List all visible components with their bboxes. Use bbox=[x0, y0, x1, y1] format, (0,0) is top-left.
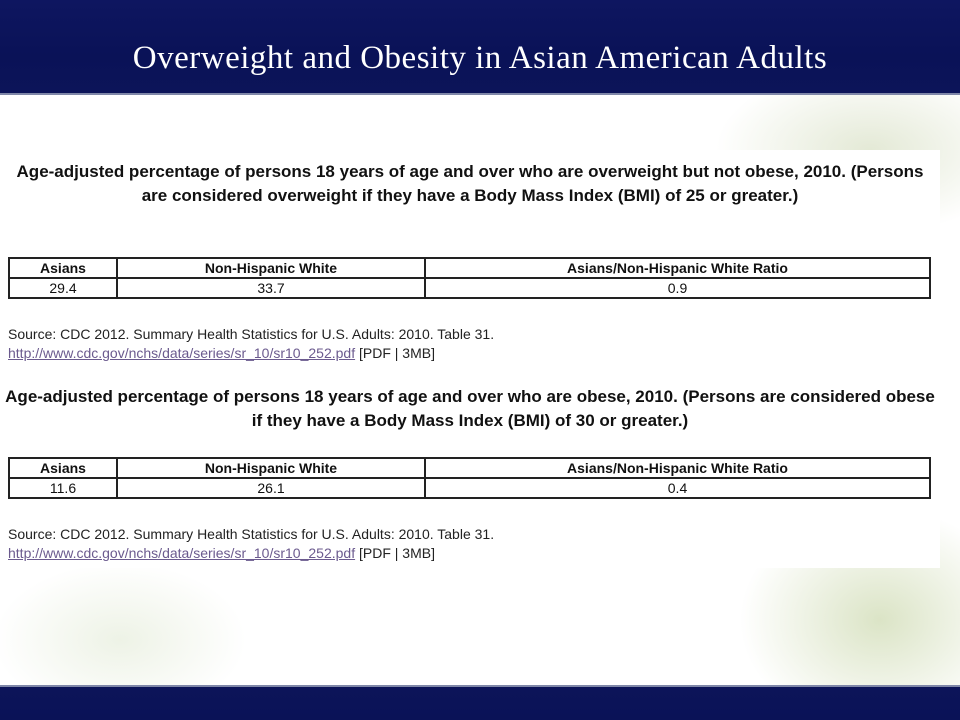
source-text: Source: CDC 2012. Summary Health Statist… bbox=[8, 526, 495, 542]
content-panel: Age-adjusted percentage of persons 18 ye… bbox=[0, 150, 940, 568]
cell-ratio: 0.4 bbox=[424, 477, 931, 499]
table-header-row: Asians Non-Hispanic White Asians/Non-His… bbox=[8, 257, 931, 279]
column-header-non-hispanic-white: Non-Hispanic White bbox=[116, 257, 426, 279]
overweight-source: Source: CDC 2012. Summary Health Statist… bbox=[8, 325, 908, 363]
slide-footer-bar bbox=[0, 685, 960, 720]
table-header-row: Asians Non-Hispanic White Asians/Non-His… bbox=[8, 457, 931, 479]
column-header-ratio: Asians/Non-Hispanic White Ratio bbox=[424, 257, 931, 279]
source-link-suffix: [PDF | 3MB] bbox=[355, 545, 435, 561]
column-header-asians: Asians bbox=[8, 257, 118, 279]
source-text: Source: CDC 2012. Summary Health Statist… bbox=[8, 326, 495, 342]
column-header-asians: Asians bbox=[8, 457, 118, 479]
source-link-line: http://www.cdc.gov/nchs/data/series/sr_1… bbox=[8, 544, 908, 563]
overweight-heading: Age-adjusted percentage of persons 18 ye… bbox=[16, 162, 924, 205]
cell-non-hispanic-white: 33.7 bbox=[116, 277, 426, 299]
slide-header-bar: Overweight and Obesity in Asian American… bbox=[0, 0, 960, 95]
obese-table: Asians Non-Hispanic White Asians/Non-His… bbox=[8, 457, 931, 499]
column-header-non-hispanic-white: Non-Hispanic White bbox=[116, 457, 426, 479]
table-row: 11.6 26.1 0.4 bbox=[8, 477, 931, 499]
cell-ratio: 0.9 bbox=[424, 277, 931, 299]
table-row: 29.4 33.7 0.9 bbox=[8, 277, 931, 299]
source-link-line: http://www.cdc.gov/nchs/data/series/sr_1… bbox=[8, 344, 908, 363]
obese-heading: Age-adjusted percentage of persons 18 ye… bbox=[5, 387, 935, 430]
source-link-suffix: [PDF | 3MB] bbox=[355, 345, 435, 361]
obese-source: Source: CDC 2012. Summary Health Statist… bbox=[8, 525, 908, 563]
overweight-table: Asians Non-Hispanic White Asians/Non-His… bbox=[8, 257, 931, 299]
cell-asians: 29.4 bbox=[8, 277, 118, 299]
slide-title: Overweight and Obesity in Asian American… bbox=[132, 40, 828, 76]
cell-non-hispanic-white: 26.1 bbox=[116, 477, 426, 499]
column-header-ratio: Asians/Non-Hispanic White Ratio bbox=[424, 457, 931, 479]
cell-asians: 11.6 bbox=[8, 477, 118, 499]
source-link[interactable]: http://www.cdc.gov/nchs/data/series/sr_1… bbox=[8, 345, 356, 361]
source-link[interactable]: http://www.cdc.gov/nchs/data/series/sr_1… bbox=[8, 545, 356, 561]
